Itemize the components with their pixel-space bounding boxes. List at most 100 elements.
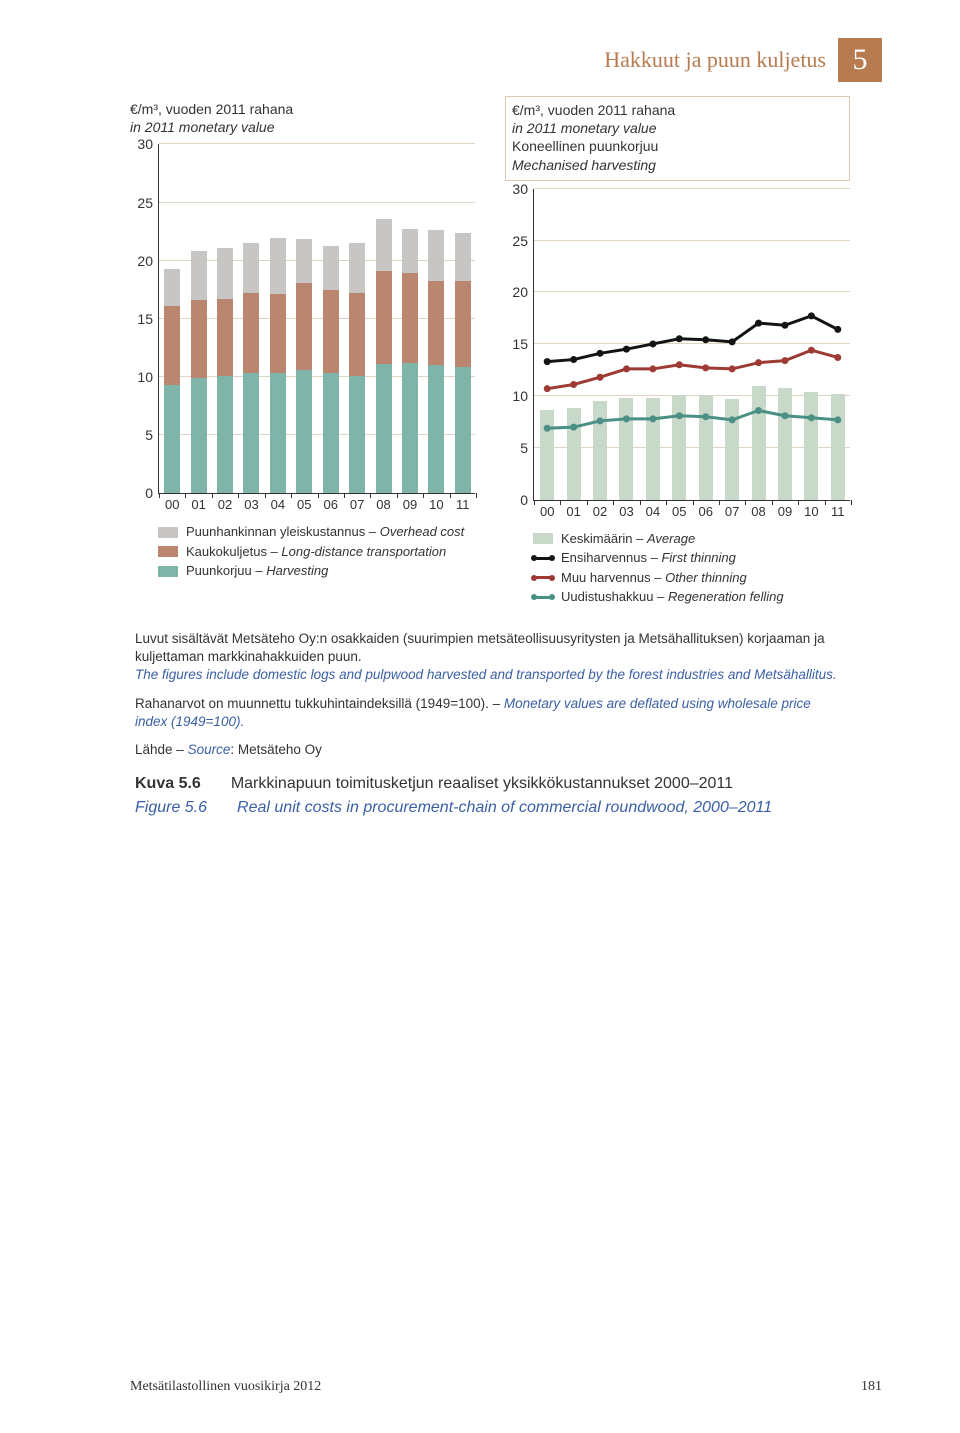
legend-label: Puunkorjuu – Harvesting — [186, 561, 328, 581]
bar-segment-overhead — [217, 248, 233, 298]
xtick-label: 08 — [751, 500, 765, 519]
src-en: Source — [188, 742, 231, 757]
bar-segment-harvesting — [243, 373, 259, 493]
xtick-label: 11 — [456, 493, 470, 512]
bar-segment-overhead — [376, 219, 392, 270]
axis-title-right: €/m³, vuoden 2011 rahana in 2011 monetar… — [505, 96, 850, 181]
legend-swatch — [158, 566, 178, 577]
bar-segment-longdist — [376, 271, 392, 364]
figure-title-en-row: Figure 5.6 Real unit costs in procuremen… — [135, 797, 845, 819]
kuva-en-text: Real unit costs in procurement-chain of … — [237, 797, 772, 819]
axis-title-en-r: in 2011 monetary value — [512, 120, 657, 136]
bar-segment-longdist — [455, 281, 471, 367]
ytick-label: 5 — [520, 440, 534, 456]
ytick-label: 15 — [137, 311, 159, 327]
ytick-label: 0 — [520, 492, 534, 508]
stacked-bar — [428, 230, 444, 494]
chart-left: €/m³, vuoden 2011 rahana in 2011 monetar… — [130, 100, 475, 607]
section-badge: 5 — [838, 38, 882, 82]
ytick-label: 25 — [137, 195, 159, 211]
legend-label: Muu harvennus – Other thinning — [561, 568, 747, 588]
bar-segment-overhead — [455, 233, 471, 281]
xtick-label: 04 — [646, 500, 660, 519]
axis-title-left: €/m³, vuoden 2011 rahana in 2011 monetar… — [130, 100, 475, 136]
bar-segment-overhead — [296, 239, 312, 283]
bar-segment-harvesting — [376, 364, 392, 494]
legend-right: Keskimäärin – AverageEnsiharvennus – Fir… — [533, 529, 850, 607]
bar-segment-harvesting — [296, 370, 312, 494]
xtick-label: 10 — [804, 500, 818, 519]
ytick-label: 10 — [512, 388, 534, 404]
legend-swatch — [158, 527, 178, 538]
bar-segment-longdist — [402, 273, 418, 363]
bar-segment-overhead — [323, 246, 339, 290]
xtick-label: 01 — [566, 500, 580, 519]
chart2-subtitle-en: Mechanised harvesting — [512, 157, 656, 173]
bar-segment-harvesting — [402, 363, 418, 494]
caption-p1: Luvut sisältävät Metsäteho Oy:n osakkaid… — [135, 630, 845, 685]
legend-item: Uudistushakkuu – Regeneration felling — [533, 587, 850, 607]
legend-item: Puunkorjuu – Harvesting — [158, 561, 475, 581]
ytick-label: 15 — [512, 336, 534, 352]
kuva-fi-text: Markkinapuun toimitusketjun reaaliset yk… — [231, 773, 733, 795]
legend-label: Uudistushakkuu – Regeneration felling — [561, 587, 784, 607]
xtick-label: 05 — [672, 500, 686, 519]
legend-item: Puunhankinnan yleiskustannus – Overhead … — [158, 522, 475, 542]
xtick-label: 10 — [429, 493, 443, 512]
legend-label: Puunhankinnan yleiskustannus – Overhead … — [186, 522, 464, 542]
xtick-label: 01 — [191, 493, 205, 512]
bar-segment-harvesting — [428, 365, 444, 493]
axis-title-fi: €/m³, vuoden 2011 rahana — [130, 101, 293, 117]
bar-segment-longdist — [164, 306, 180, 385]
bar-segment-harvesting — [164, 385, 180, 494]
bar-segment-overhead — [402, 229, 418, 273]
page-header: Hakkuut ja puun kuljetus 5 — [604, 38, 882, 82]
legend-item: Ensiharvennus – First thinning — [533, 548, 850, 568]
xtick-label: 07 — [350, 493, 364, 512]
stacked-bar — [323, 246, 339, 493]
bar-segment-longdist — [349, 293, 365, 376]
line-series — [534, 189, 850, 500]
xtick-label: 00 — [165, 493, 179, 512]
plot-left: 051015202530000102030405060708091011 — [158, 144, 475, 494]
bar-segment-harvesting — [455, 367, 471, 493]
bar-segment-longdist — [323, 290, 339, 373]
src-val: : Metsäteho Oy — [230, 742, 322, 757]
bar-segment-longdist — [217, 299, 233, 376]
xtick-label: 03 — [244, 493, 258, 512]
bar-segment-longdist — [243, 293, 259, 374]
stacked-bar — [349, 243, 365, 494]
caption-p1-en: The figures include domestic logs and pu… — [135, 667, 837, 682]
xtick-label: 09 — [778, 500, 792, 519]
stacked-bar — [455, 233, 471, 493]
legend-swatch — [533, 533, 553, 544]
bar-segment-longdist — [428, 281, 444, 365]
chart2-subtitle-fi: Koneellinen puunkorjuu — [512, 138, 658, 154]
legend-item: Keskimäärin – Average — [533, 529, 850, 549]
axis-title-en: in 2011 monetary value — [130, 119, 275, 135]
bar-segment-harvesting — [323, 373, 339, 493]
bar-segment-harvesting — [191, 378, 207, 494]
bar-segment-longdist — [270, 294, 286, 373]
figure-title-fi-row: Kuva 5.6 Markkinapuun toimitusketjun rea… — [135, 773, 845, 795]
xtick-label: 11 — [831, 500, 845, 519]
stacked-bar — [296, 239, 312, 493]
xtick-label: 05 — [297, 493, 311, 512]
ytick-label: 0 — [145, 485, 159, 501]
bar-segment-overhead — [270, 238, 286, 294]
legend-swatch — [158, 546, 178, 557]
bar-segment-overhead — [243, 243, 259, 293]
legend-swatch — [533, 576, 553, 579]
xtick-label: 07 — [725, 500, 739, 519]
caption-p2-fi: Rahanarvot on muunnettu tukkuhintaindeks… — [135, 696, 504, 711]
ytick-label: 30 — [137, 136, 159, 152]
bar-segment-longdist — [191, 300, 207, 378]
xtick-label: 02 — [218, 493, 232, 512]
section-title: Hakkuut ja puun kuljetus — [604, 47, 826, 73]
bar-segment-longdist — [296, 283, 312, 369]
caption-source: Lähde – Source: Metsäteho Oy — [135, 741, 845, 759]
page-footer: Metsätilastollinen vuosikirja 2012 181 — [130, 1379, 882, 1395]
xtick-label: 09 — [403, 493, 417, 512]
plot-right: 051015202530000102030405060708091011 — [533, 189, 850, 501]
legend-label: Ensiharvennus – First thinning — [561, 548, 736, 568]
